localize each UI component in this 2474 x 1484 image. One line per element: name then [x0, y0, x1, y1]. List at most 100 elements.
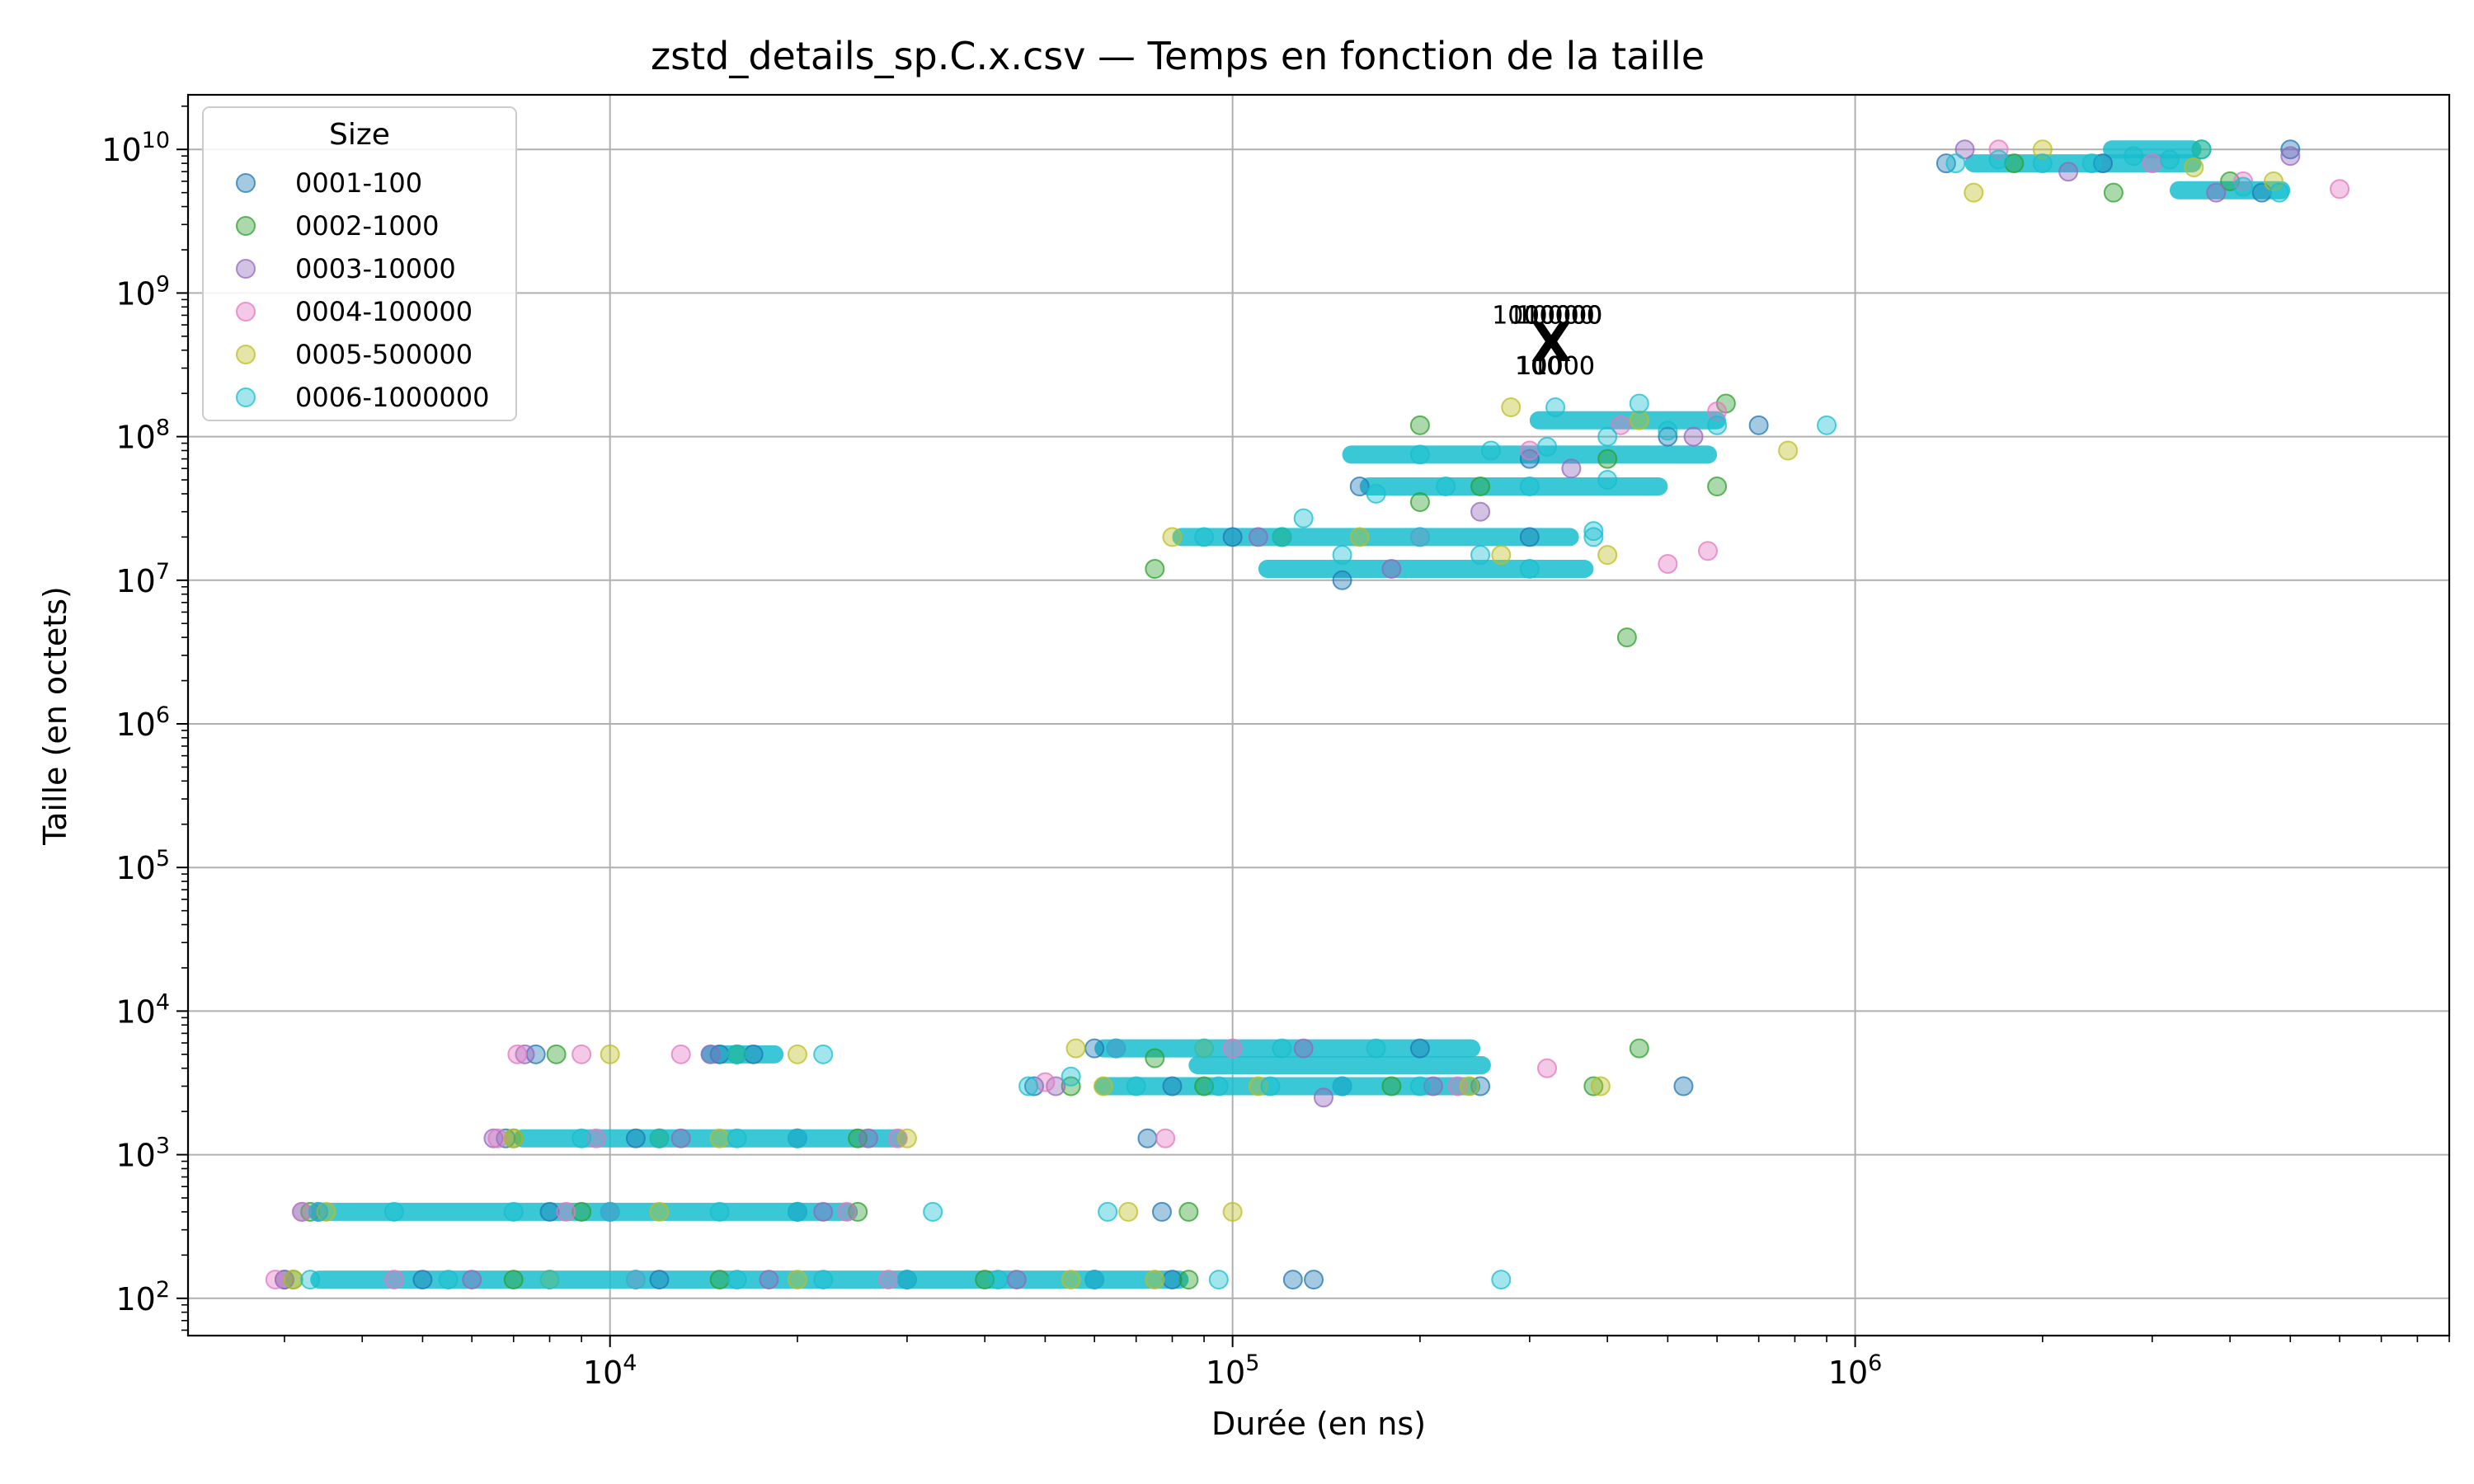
data-point: [988, 1270, 1009, 1290]
data-point: [1707, 415, 1728, 435]
data-point: [1366, 1038, 1386, 1059]
data-point: [1093, 1076, 1113, 1097]
data-point: [848, 1128, 868, 1148]
data-point: [571, 1201, 592, 1222]
data-point: [2263, 171, 2284, 191]
data-point: [1222, 1038, 1243, 1059]
data-point: [1248, 527, 1268, 547]
data-point: [571, 1044, 592, 1064]
data-point: [503, 1201, 524, 1222]
data-point: [836, 1201, 857, 1222]
point-annotation: 10000: [1516, 352, 1594, 381]
data-point: [1616, 627, 1637, 648]
data-point: [283, 1270, 303, 1290]
data-point: [1683, 426, 1704, 447]
y-tick-label: 103: [115, 1134, 170, 1174]
data-point: [743, 1044, 764, 1064]
data-point: [878, 1270, 899, 1290]
x-tick-label: 105: [1206, 1350, 1260, 1391]
data-point: [1061, 1066, 1081, 1087]
data-point: [556, 1201, 576, 1222]
data-point: [625, 1270, 646, 1290]
data-point: [2032, 139, 2053, 160]
data-point: [1658, 553, 1678, 574]
point-annotation: 100000: [1508, 301, 1603, 330]
data-point: [1409, 492, 1430, 513]
data-point: [507, 1044, 528, 1064]
data-point: [1629, 410, 1649, 430]
data-point: [813, 1201, 834, 1222]
data-point: [2191, 139, 2212, 160]
data-point: [2142, 153, 2162, 174]
data-point: [1194, 1076, 1215, 1097]
data-point: [787, 1128, 807, 1148]
data-point: [1178, 1201, 1199, 1222]
legend-marker: [236, 173, 256, 193]
data-point: [2093, 153, 2114, 174]
data-point: [1006, 1270, 1027, 1290]
y-tick-label: 108: [115, 416, 170, 456]
legend-label: 0003-10000: [295, 253, 456, 284]
data-point: [1537, 436, 1558, 457]
data-point: [1272, 527, 1292, 547]
data-point: [1597, 470, 1618, 491]
point-annotation: 1000: [1524, 301, 1587, 330]
data-point: [1597, 545, 1618, 566]
data-point: [1260, 1076, 1281, 1097]
data-point: [1084, 1038, 1105, 1059]
legend-box: [202, 106, 517, 421]
data-point: [1470, 545, 1491, 566]
centroid-marker: X: [1531, 313, 1571, 374]
data-point: [1583, 1076, 1604, 1097]
data-point: [586, 1128, 606, 1148]
data-point: [1126, 1076, 1146, 1097]
point-band: [310, 1202, 858, 1221]
data-point: [1162, 1270, 1183, 1290]
data-point: [2330, 179, 2350, 200]
data-point: [1208, 1076, 1229, 1097]
data-point: [383, 1201, 404, 1222]
data-point: [1137, 1128, 1158, 1148]
data-point: [759, 1270, 779, 1290]
data-point: [1409, 415, 1430, 435]
point-band: [1258, 560, 1594, 579]
data-point: [700, 1044, 721, 1064]
data-point: [1313, 1087, 1333, 1108]
data-point: [2233, 176, 2254, 197]
data-point: [265, 1270, 285, 1290]
y-tick-label: 109: [115, 271, 170, 312]
data-point: [300, 1270, 321, 1290]
data-point: [1381, 1076, 1402, 1097]
data-point: [2184, 157, 2204, 177]
data-point: [1459, 1076, 1479, 1097]
data-point: [1707, 401, 1728, 421]
data-point: [1023, 1076, 1044, 1097]
data-point: [2269, 182, 2289, 203]
data-point: [727, 1270, 747, 1290]
legend-label: 0004-100000: [295, 296, 473, 327]
data-point: [292, 1201, 313, 1222]
data-point: [503, 1128, 524, 1148]
point-annotation: 10000: [1516, 301, 1594, 330]
data-point: [2233, 171, 2254, 191]
data-point: [600, 1044, 620, 1064]
data-point: [896, 1128, 917, 1148]
legend-marker: [236, 259, 256, 279]
data-point: [625, 1128, 646, 1148]
data-point: [1162, 527, 1183, 547]
data-point: [1583, 521, 1604, 542]
data-point: [1519, 477, 1540, 497]
data-point: [709, 1128, 730, 1148]
point-band: [701, 1045, 784, 1064]
data-point: [1673, 1076, 1694, 1097]
x-tick-label: 106: [1828, 1350, 1883, 1391]
data-point: [1697, 541, 1718, 561]
data-point: [487, 1128, 508, 1148]
data-point: [1988, 149, 2009, 170]
data-point: [1065, 1038, 1086, 1059]
data-point: [1304, 1270, 1324, 1290]
data-point: [1332, 545, 1352, 566]
point-band: [310, 1270, 1189, 1289]
data-point: [1501, 397, 1522, 418]
data-point: [383, 1270, 404, 1290]
